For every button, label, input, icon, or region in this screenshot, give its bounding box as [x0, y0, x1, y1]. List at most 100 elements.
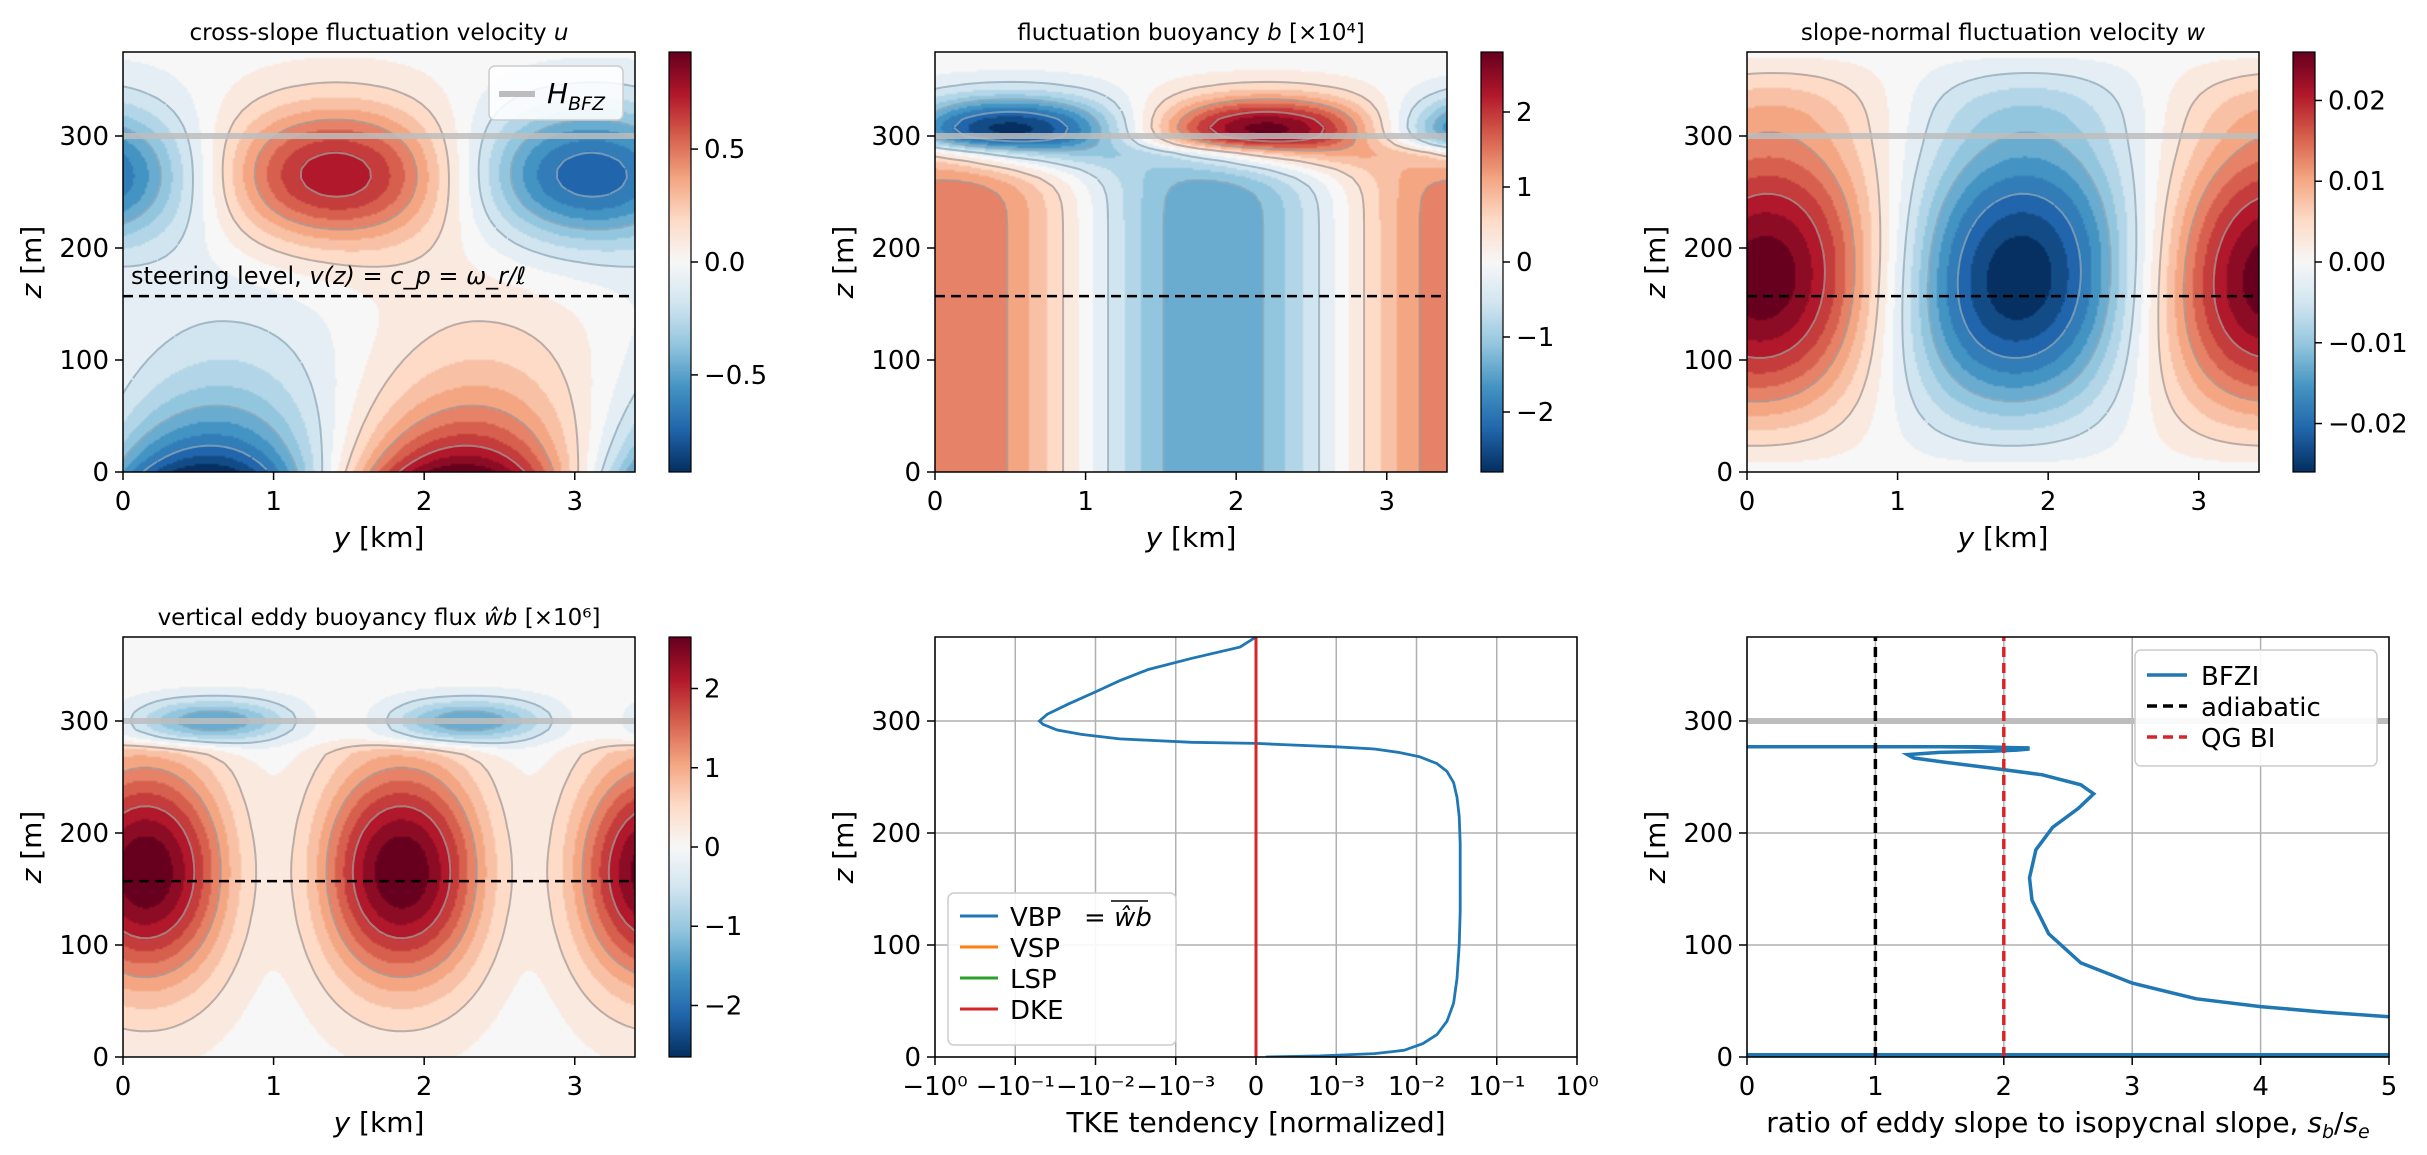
u-ytick-label: 0 [92, 458, 109, 488]
b-xtick-label: 1 [1077, 487, 1094, 517]
w-contours [1747, 72, 2259, 447]
wb-colorbar-tick-label: −1 [704, 912, 742, 942]
tke-legend-math-eq: = [1084, 903, 1114, 933]
w-frame [1746, 51, 2260, 473]
w-xlabel: y [km] [1957, 521, 2049, 554]
b-contour [935, 80, 1447, 472]
wb-contour [123, 766, 635, 979]
wb-colorbar [669, 637, 691, 1057]
ratio-ytick-label: 100 [1683, 931, 1733, 961]
ratio-xlabel: ratio of eddy slope to isopycnal slope, … [1766, 1106, 2370, 1143]
wb-contour [123, 744, 635, 1033]
b-xtick-label: 2 [1228, 487, 1245, 517]
u-xlabel-var: y [333, 521, 351, 554]
wb-ylabel-unit: [m] [15, 811, 48, 869]
u-title-var: u [554, 20, 569, 46]
ratio-xlabel-slash: / [2334, 1106, 2344, 1139]
tke-legend-label: LSP [1010, 965, 1057, 995]
b-contour [935, 98, 1447, 472]
u-xtick-label: 3 [566, 487, 583, 517]
b-xlabel: y [km] [1145, 521, 1237, 554]
wb-ytick-label: 0 [92, 1043, 109, 1073]
w-title: slope-normal fluctuation velocity w [1801, 20, 2205, 46]
u-colorbar-tick-label: 0.0 [704, 248, 745, 278]
tke-xtick-label: 10⁻³ [1308, 1072, 1365, 1102]
tke-ytick-label: 300 [871, 707, 921, 737]
b-ylabel-var: z [827, 282, 860, 299]
tke-ytick-label: 100 [871, 931, 921, 961]
b-title-tail: [×10⁴] [1282, 20, 1365, 46]
wb-xtick-label: 0 [115, 1072, 132, 1102]
tke-ytick-label: 200 [871, 819, 921, 849]
b-colorbar-tick-label: 2 [1516, 98, 1533, 128]
ratio-xtick-label: 2 [1996, 1072, 2013, 1102]
b-colorbar-tick-label: 1 [1516, 173, 1533, 203]
wb-title-tail: [×10⁶] [517, 605, 600, 631]
tke-legend-label: VSP [1010, 934, 1060, 964]
wb-xtick-label: 1 [265, 1072, 282, 1102]
b-ylabel-unit: [m] [827, 226, 860, 284]
wb-ytick-label: 200 [59, 819, 109, 849]
wb-colorbar-tick-label: 0 [704, 833, 721, 863]
ratio-ytick-label: 0 [1716, 1043, 1733, 1073]
ratio-ylabel-unit: [m] [1639, 811, 1672, 869]
u-xlabel-unit: [km] [350, 521, 424, 554]
panel-w: 0 100 200 300 0 1 2 3 slope-normal fluctuation v… [1639, 20, 2408, 554]
ratio-ytick-label: 300 [1683, 707, 1733, 737]
ratio-xtick-label: 3 [2124, 1072, 2141, 1102]
u-annotation-math: v(z) = c_p = ω_r/ℓ [309, 262, 526, 290]
wb-title-main: vertical eddy buoyancy flux [158, 605, 484, 631]
b-heatmap [935, 52, 1447, 472]
w-contour [1901, 72, 2138, 447]
u-frame [122, 51, 636, 473]
u-ytick-label: 300 [59, 122, 109, 152]
tke-ylabel-var: z [827, 867, 860, 884]
u-annotation-text: steering level, [131, 262, 309, 290]
ratio-legend-label: BFZI [2201, 662, 2259, 692]
tke-xtick-label: 0 [1248, 1072, 1265, 1102]
tke-line-vbp [1037, 637, 1462, 1057]
wb-colorbar-tick-label: 2 [704, 675, 721, 705]
u-annotation: steering level, v(z) = c_p = ω_r/ℓ [131, 262, 526, 290]
b-xlabel-unit: [km] [1162, 521, 1236, 554]
u-ylabel: z [m] [15, 226, 48, 300]
b-ytick-label: 200 [871, 234, 921, 264]
tke-legend-math-var: ŵb [1114, 903, 1152, 933]
wb-ytick-label: 100 [59, 931, 109, 961]
u-colorbar-tick-label: 0.5 [704, 135, 745, 165]
b-ytick-label: 0 [904, 458, 921, 488]
tke-xlabel: TKE tendency [normalized] [1065, 1106, 1445, 1139]
u-xlabel: y [km] [333, 521, 425, 554]
b-title: fluctuation buoyancy b [×10⁴] [1017, 20, 1365, 46]
ratio-xtick-label: 0 [1739, 1072, 1756, 1102]
u-xtick-label: 2 [416, 487, 433, 517]
u-contour [142, 151, 628, 472]
wb-frame [122, 636, 636, 1058]
w-colorbar-tick-label: 0.00 [2328, 248, 2386, 278]
b-colorbar-tick-label: −2 [1516, 398, 1554, 428]
b-ytick-label: 300 [871, 122, 921, 152]
w-ylabel: z [m] [1639, 226, 1672, 300]
w-title-var: w [2186, 20, 2205, 46]
b-xtick-label: 0 [927, 487, 944, 517]
u-colorbar-tick-label: −0.5 [704, 361, 767, 391]
b-frame [934, 51, 1448, 473]
u-colorbar [669, 52, 691, 472]
u-contour [221, 81, 580, 472]
u-xtick-label: 1 [265, 487, 282, 517]
tke-series [1037, 637, 1462, 1057]
w-colorbar-tick-label: −0.02 [2328, 410, 2408, 440]
tke-xtick-label: 10⁻¹ [1468, 1072, 1525, 1102]
w-xtick-label: 2 [2040, 487, 2057, 517]
b-xtick-label: 3 [1378, 487, 1395, 517]
panel-ratio: 0 100 200 300 0 1 2 3 4 5 z [m] ratio of eddy slope… [1639, 636, 2397, 1143]
ratio-xlabel-sub-b: b [2322, 1121, 2334, 1143]
w-contour [1747, 72, 2259, 447]
ratio-xlabel-s2: s [2343, 1106, 2358, 1139]
wb-title-var: ŵb [484, 605, 517, 631]
u-legend-label: HBFZ [547, 77, 606, 115]
ratio-legend-label: adiabatic [2201, 693, 2321, 723]
ratio-line-bfzi [1747, 745, 2389, 1019]
wb-xlabel-var: y [333, 1106, 351, 1139]
